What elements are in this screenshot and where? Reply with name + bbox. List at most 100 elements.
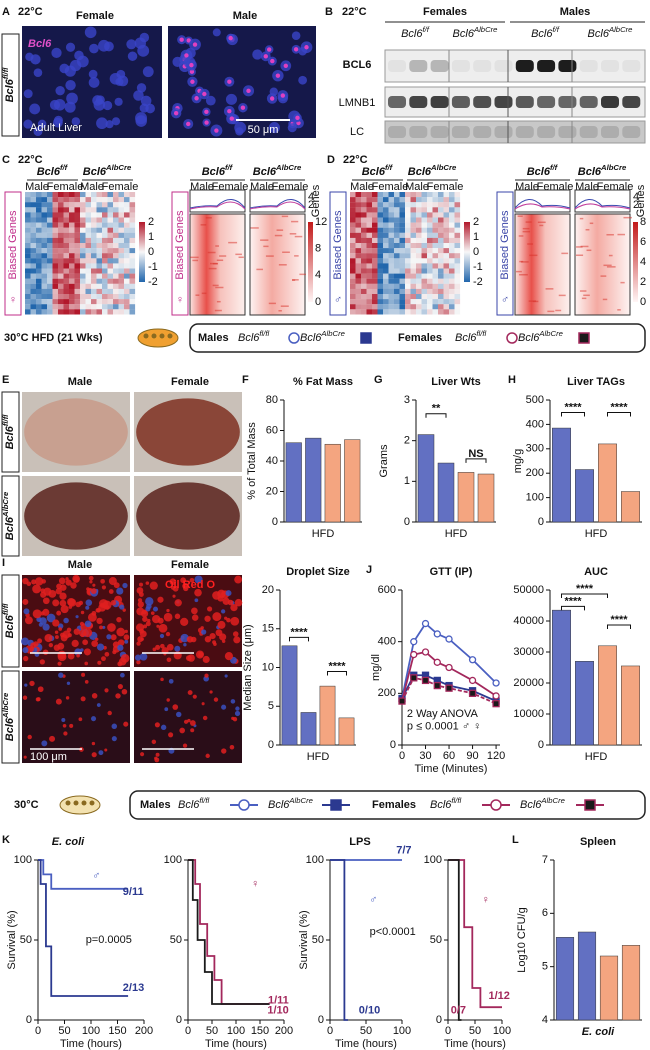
heatmap-cell	[421, 299, 428, 305]
sex-label: Female	[102, 181, 139, 193]
heatmap-cell	[372, 273, 378, 279]
heatmap-cell	[399, 243, 406, 249]
heatmap-cell	[85, 222, 92, 228]
heatmap-cell	[449, 278, 455, 284]
heatmap-cell	[394, 212, 400, 218]
heatmap-cell	[25, 278, 31, 284]
heatmap-cell	[96, 309, 103, 315]
heatmap-cell	[52, 217, 59, 223]
heatmap-cell	[129, 237, 136, 244]
heatmap-cell	[102, 273, 108, 279]
heatmap-cell	[85, 283, 92, 289]
significance-bracket	[327, 671, 347, 676]
density-heatmap	[514, 213, 571, 316]
heatmap-cell	[91, 232, 97, 238]
heatmap-cell	[113, 304, 119, 310]
blot-band	[558, 60, 577, 72]
heatmap-cell	[63, 192, 70, 198]
heatmap-cell	[355, 263, 362, 269]
heatmap-cell	[372, 207, 378, 213]
heatmap-cell	[438, 299, 444, 305]
heatmap-cell	[96, 278, 103, 284]
lipid-droplet	[101, 656, 106, 662]
point	[410, 638, 418, 646]
gene-name: Bcl6	[408, 166, 432, 178]
stain-dot	[283, 63, 288, 68]
heatmap-cell	[454, 263, 461, 269]
heatmap-cell	[421, 288, 428, 295]
heatmap-cell	[405, 192, 411, 198]
nucleus	[65, 79, 76, 91]
heatmap-cell	[399, 278, 406, 284]
heatmap-cell	[394, 253, 400, 259]
liver	[24, 482, 128, 550]
y-tick-label: 100	[164, 854, 182, 866]
heatmap-cell	[443, 222, 450, 228]
heatmap-cell	[69, 248, 75, 254]
heatmap-cell	[394, 294, 400, 300]
lipid-droplet	[62, 723, 67, 728]
heatmap-cell	[421, 253, 428, 259]
lipid-droplet	[91, 640, 99, 647]
heatmap-cell	[63, 283, 70, 289]
heatmap-cell	[124, 212, 130, 218]
blot-row-label: LC	[350, 126, 364, 138]
heatmap-cell	[85, 202, 92, 208]
heatmap-cell	[74, 243, 81, 249]
heatmap-cell	[102, 217, 108, 223]
blot-band	[451, 96, 470, 108]
lipid-droplet	[166, 698, 170, 702]
gene-allele: fl/fl	[1, 414, 10, 426]
heatmap-cell	[421, 258, 428, 264]
legend-group: Males	[140, 799, 171, 811]
lipid-droplet	[107, 710, 112, 716]
heatmap-cell	[399, 202, 406, 208]
y-tick-label: 0	[176, 1014, 182, 1026]
lipid-droplet	[166, 657, 172, 663]
heatmap-cell	[350, 248, 356, 254]
heatmap-cell	[405, 309, 411, 315]
heatmap-cell	[427, 248, 433, 254]
lipid-droplet	[155, 752, 160, 757]
nucleus	[33, 127, 43, 137]
colorbar-tick: -1	[148, 261, 158, 273]
colorbar-tick: 2	[473, 216, 479, 228]
heatmap-cell	[74, 283, 81, 289]
heatmap-cell	[47, 253, 53, 259]
bar	[598, 645, 617, 746]
heatmap-cell	[30, 222, 37, 228]
lipid-droplet	[149, 581, 158, 590]
heatmap-cell	[129, 248, 136, 254]
density-streak	[576, 254, 584, 257]
heatmap-cell	[416, 268, 422, 274]
heatmap-cell	[383, 237, 389, 244]
nucleus	[116, 69, 126, 79]
heatmap-cell	[74, 207, 81, 213]
heatmap-cell	[118, 283, 125, 289]
heatmap-cell	[454, 253, 461, 259]
blot-row-label: LMNB1	[339, 97, 376, 109]
heatmap-cell	[80, 202, 86, 208]
heatmap-cell	[372, 222, 378, 228]
heatmap-cell	[47, 278, 53, 284]
panel-letter: C	[2, 154, 10, 166]
lipid-droplet	[139, 652, 148, 661]
density-streak	[537, 221, 546, 224]
lipid-droplet	[98, 750, 104, 756]
heatmap-cell	[394, 222, 400, 228]
nucleus	[135, 112, 148, 125]
heatmap-cell	[47, 304, 53, 310]
heatmap-cell	[443, 288, 450, 295]
heatmap-cell	[129, 304, 136, 310]
density-streak	[558, 294, 566, 297]
heatmap-cell	[350, 212, 356, 218]
heatmap-cell	[421, 294, 428, 300]
gene-allele: AlbCre	[600, 163, 627, 172]
heatmap-cell	[350, 192, 356, 198]
heatmap-cell	[80, 278, 86, 284]
heatmap-cell	[58, 278, 64, 284]
lipid-droplet	[145, 606, 151, 612]
heatmap-cell	[383, 263, 389, 269]
heatmap-cell	[96, 283, 103, 289]
x-tick-label: 0	[399, 750, 405, 762]
